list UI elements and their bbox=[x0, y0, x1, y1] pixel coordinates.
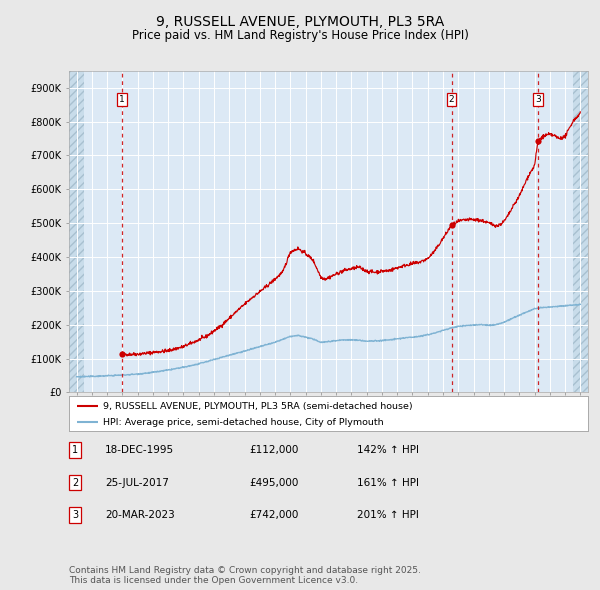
Text: Contains HM Land Registry data © Crown copyright and database right 2025.
This d: Contains HM Land Registry data © Crown c… bbox=[69, 566, 421, 585]
Text: 3: 3 bbox=[535, 95, 541, 104]
Text: £112,000: £112,000 bbox=[249, 445, 298, 455]
Text: 201% ↑ HPI: 201% ↑ HPI bbox=[357, 510, 419, 520]
Text: 161% ↑ HPI: 161% ↑ HPI bbox=[357, 478, 419, 487]
Text: 142% ↑ HPI: 142% ↑ HPI bbox=[357, 445, 419, 455]
Text: 1: 1 bbox=[119, 95, 125, 104]
Text: Price paid vs. HM Land Registry's House Price Index (HPI): Price paid vs. HM Land Registry's House … bbox=[131, 30, 469, 42]
Text: 2: 2 bbox=[72, 478, 78, 487]
Text: 9, RUSSELL AVENUE, PLYMOUTH, PL3 5RA: 9, RUSSELL AVENUE, PLYMOUTH, PL3 5RA bbox=[156, 15, 444, 29]
Text: 1: 1 bbox=[72, 445, 78, 455]
Text: 18-DEC-1995: 18-DEC-1995 bbox=[105, 445, 174, 455]
Bar bbox=[69, 71, 84, 392]
Text: 3: 3 bbox=[72, 510, 78, 520]
Text: 9, RUSSELL AVENUE, PLYMOUTH, PL3 5RA (semi-detached house): 9, RUSSELL AVENUE, PLYMOUTH, PL3 5RA (se… bbox=[103, 402, 412, 411]
Text: HPI: Average price, semi-detached house, City of Plymouth: HPI: Average price, semi-detached house,… bbox=[103, 418, 383, 427]
Text: £742,000: £742,000 bbox=[249, 510, 298, 520]
Bar bbox=[573, 71, 588, 392]
Text: 25-JUL-2017: 25-JUL-2017 bbox=[105, 478, 169, 487]
Bar bbox=[69, 71, 84, 392]
Text: £495,000: £495,000 bbox=[249, 478, 298, 487]
Text: 20-MAR-2023: 20-MAR-2023 bbox=[105, 510, 175, 520]
Text: 2: 2 bbox=[449, 95, 454, 104]
Bar bbox=[573, 71, 588, 392]
